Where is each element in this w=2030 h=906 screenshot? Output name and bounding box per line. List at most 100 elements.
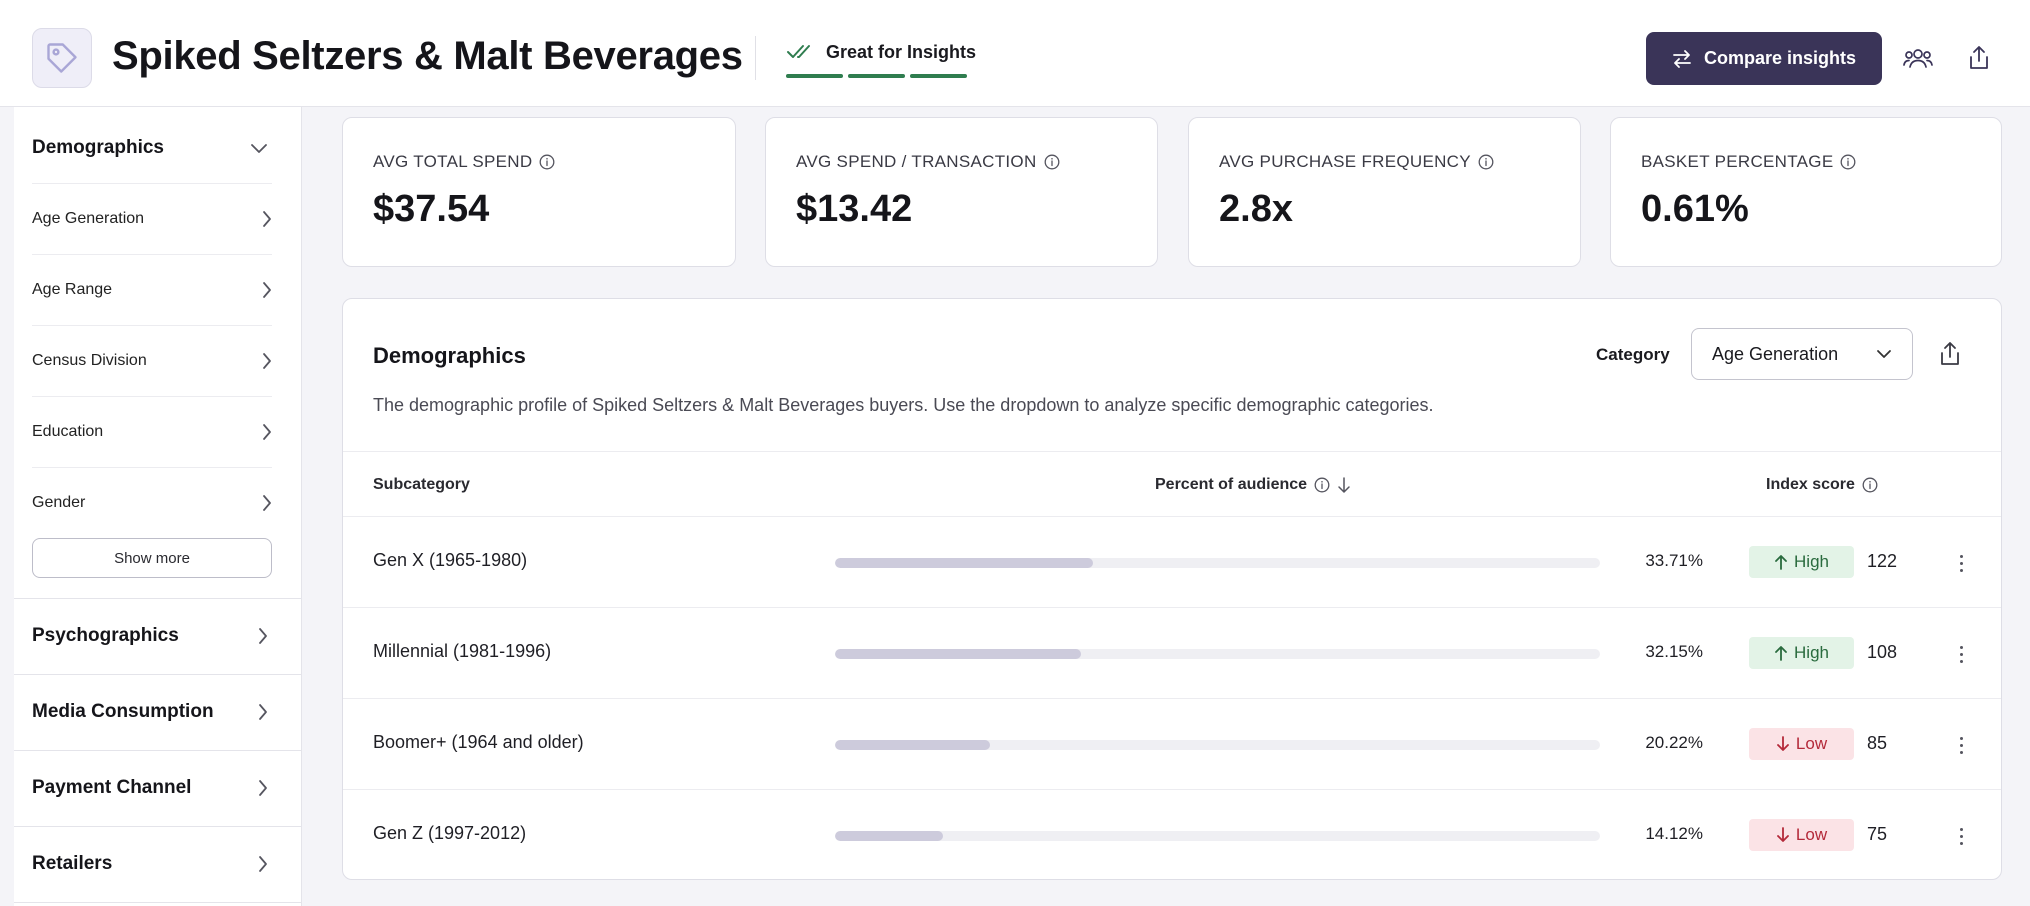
row-menu-icon[interactable] [1951,638,1971,670]
sidebar-item-education[interactable]: Education [32,396,272,467]
sidebar-divider [14,750,302,751]
index-level-badge: High [1749,546,1854,578]
metric-value: 2.8x [1219,188,1293,230]
info-icon[interactable] [1314,477,1330,493]
export-icon[interactable] [1933,337,1967,371]
sidebar-item-label: Census Division [32,352,147,369]
sidebar-section-label: Retailers [32,853,113,874]
chevron-down-icon [1877,350,1891,358]
sidebar-section-demographics[interactable]: Demographics [14,107,302,189]
index-level-label: Low [1795,825,1828,844]
compare-insights-button[interactable]: Compare insights [1646,32,1882,85]
category-dropdown[interactable]: Age Generation [1691,328,1913,380]
percent-bar-fill [835,649,1081,659]
metric-value: $37.54 [373,188,490,230]
info-icon[interactable] [539,154,555,170]
row-menu-icon[interactable] [1951,820,1971,852]
subcategory-name: Gen X (1965-1980) [373,550,528,570]
metric-card-avg-purchase-frequency: AVG PURCHASE FREQUENCY 2.8x [1188,117,1581,267]
chevron-right-icon [263,353,271,369]
subcategory-name: Gen Z (1997-2012) [373,823,527,843]
sidebar-item-age-range[interactable]: Age Range [32,254,272,325]
percent-value: 14.12% [1645,824,1703,843]
swap-icon [1673,49,1691,68]
compare-insights-label: Compare insights [1703,48,1857,68]
category-selected-value: Age Generation [1712,343,1839,364]
index-level-label: Low [1795,734,1828,753]
metric-label: BASKET PERCENTAGE [1641,152,1834,171]
table-row[interactable]: Millennial (1981-1996) 32.15% High 108 [343,608,2001,699]
arrow-up-icon [1775,555,1787,570]
share-icon[interactable] [1961,40,1997,76]
sidebar-item-census-division[interactable]: Census Division [32,325,272,396]
row-menu-icon[interactable] [1951,547,1971,579]
chevron-right-icon [263,424,271,440]
percent-bar [835,649,1600,659]
show-more-button[interactable]: Show more [32,538,272,578]
column-header-index-score[interactable]: Index score [1766,476,1878,494]
sidebar-item-age-generation[interactable]: Age Generation [32,183,272,254]
percent-bar [835,831,1600,841]
row-menu-icon[interactable] [1951,729,1971,761]
metric-label: AVG TOTAL SPEND [373,152,533,171]
subcategory-name: Millennial (1981-1996) [373,641,552,661]
table-row[interactable]: Boomer+ (1964 and older) 20.22% Low 85 [343,699,2001,790]
insight-quality-badge: Great for Insights [786,38,976,78]
chevron-right-icon [259,628,267,644]
insight-strength-bars [786,74,976,78]
info-icon[interactable] [1044,154,1060,170]
sidebar-section-label: Media Consumption [32,701,214,722]
sidebar-divider [14,598,302,599]
index-level-badge: Low [1749,728,1854,760]
table-header: Subcategory Percent of audience Index sc… [343,451,2001,517]
percent-value: 20.22% [1645,733,1703,752]
sidebar-divider [14,902,302,903]
chevron-down-icon [251,144,267,153]
chevron-right-icon [263,495,271,511]
column-header-percent[interactable]: Percent of audience [1155,476,1351,494]
column-header-subcategory[interactable]: Subcategory [373,476,470,493]
chevron-right-icon [259,780,267,796]
sidebar-item-label: Age Range [32,281,113,298]
chevron-right-icon [263,282,271,298]
demographics-panel: Demographics The demographic profile of … [342,298,2002,880]
check-double-icon [787,45,810,58]
metric-value: $13.42 [796,188,913,230]
chevron-right-icon [263,211,271,227]
sidebar-item-label: Gender [32,494,86,511]
sort-descending-icon[interactable] [1337,476,1351,494]
index-score: 85 [1867,733,1888,753]
metric-card-avg-total-spend: AVG TOTAL SPEND $37.54 [342,117,736,267]
index-level-label: High [1794,643,1829,662]
page-title: Spiked Seltzers & Malt Beverages [112,34,743,78]
sidebar-section-retailers[interactable]: Retailers [14,826,302,902]
info-icon[interactable] [1862,477,1878,493]
percent-bar-fill [835,558,1093,568]
sidebar-divider [14,826,302,827]
sidebar-divider [14,674,302,675]
sidebar-item-label: Education [32,423,104,440]
sidebar-section-payment-channel[interactable]: Payment Channel [14,750,302,826]
sidebar-section-label: Payment Channel [32,777,192,798]
percent-bar [835,740,1600,750]
users-icon[interactable] [1900,40,1936,76]
category-logo [32,28,92,88]
info-icon[interactable] [1478,154,1494,170]
sidebar-section-label: Demographics [32,137,164,158]
sidebar-section-media-consumption[interactable]: Media Consumption [14,674,302,750]
info-icon[interactable] [1840,154,1856,170]
table-row[interactable]: Gen X (1965-1980) 33.71% High 122 [343,517,2001,608]
percent-bar-fill [835,740,990,750]
insight-label: Great for Insights [826,41,977,62]
sidebar-section-psychographics[interactable]: Psychographics [14,598,302,674]
arrow-down-icon [1777,827,1789,842]
index-score: 108 [1867,642,1898,662]
table-row[interactable]: Gen Z (1997-2012) 14.12% Low 75 [343,790,2001,881]
arrow-down-icon [1777,736,1789,751]
sidebar: Demographics Age Generation Age Range Ce… [14,107,302,906]
metric-card-basket-percentage: BASKET PERCENTAGE 0.61% [1610,117,2002,267]
sidebar-item-gender[interactable]: Gender [32,467,272,538]
metric-label: AVG SPEND / TRANSACTION [796,152,1037,171]
metric-label: AVG PURCHASE FREQUENCY [1219,152,1471,171]
metric-value: 0.61% [1641,188,1749,230]
